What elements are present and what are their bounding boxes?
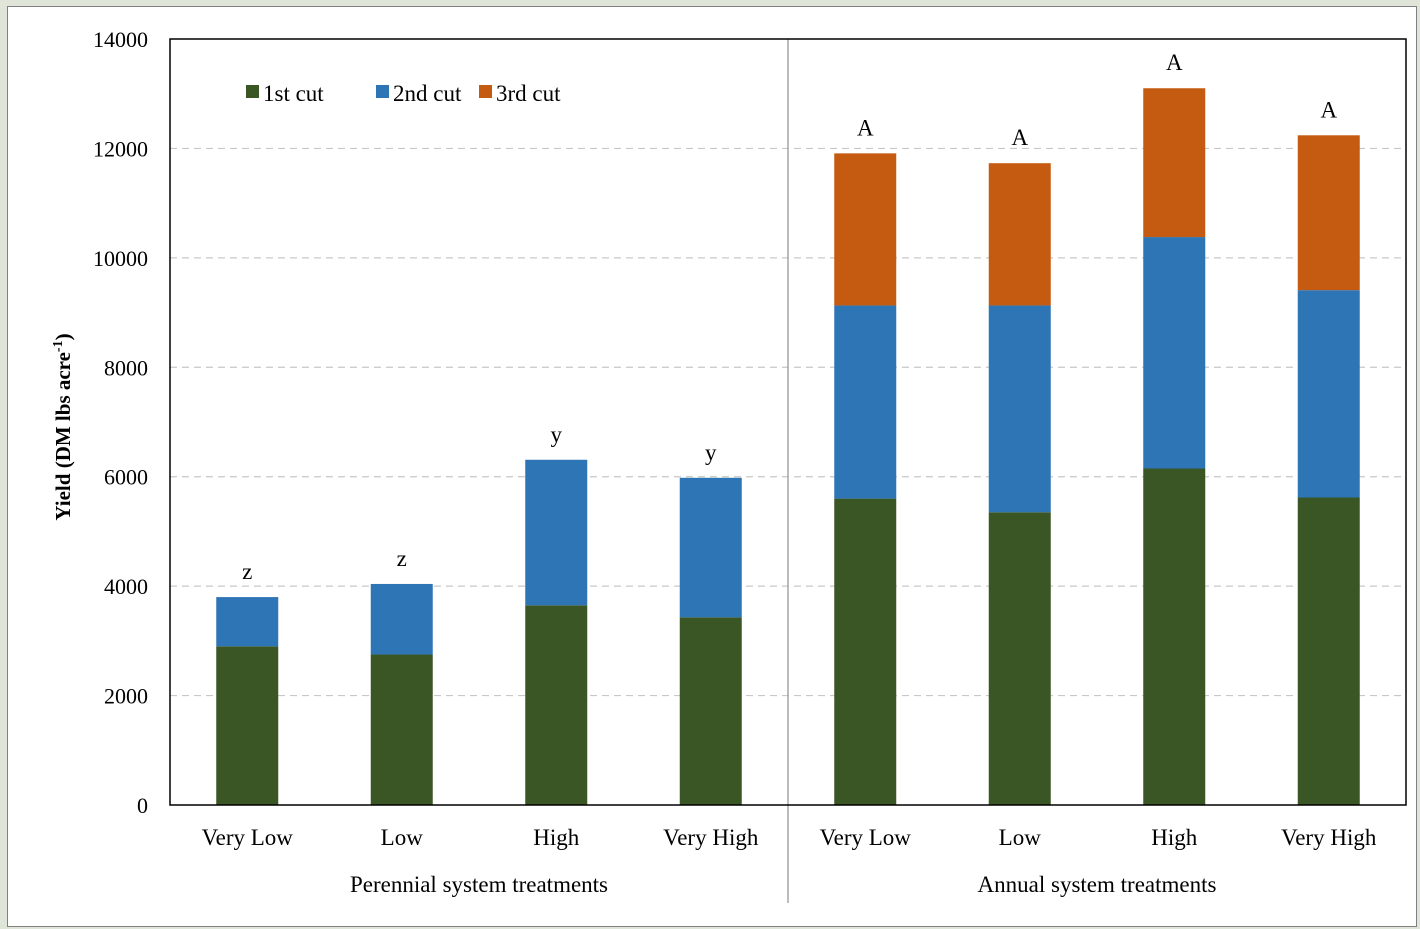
significance-letter: A bbox=[1166, 50, 1183, 75]
group-label: Perennial system treatments bbox=[350, 872, 608, 897]
axes bbox=[169, 38, 1407, 903]
legend-swatch bbox=[376, 85, 389, 98]
bar-1st-cut bbox=[834, 498, 897, 805]
bar-3rd-cut bbox=[988, 163, 1051, 306]
bar-2nd-cut bbox=[525, 459, 588, 606]
y-tick-label: 0 bbox=[137, 793, 148, 818]
significance-letter: A bbox=[857, 115, 874, 140]
legend-label: 2nd cut bbox=[393, 81, 462, 106]
labels: 0 2000 4000 6000 8000 10000 12000 14000 z Very Lo… bbox=[93, 27, 1377, 897]
significance-letter: y bbox=[551, 422, 563, 447]
significance-letter: z bbox=[397, 546, 407, 571]
x-tick-label: Low bbox=[381, 825, 424, 850]
x-tick-label: High bbox=[1151, 825, 1198, 850]
x-tick-label: Very Low bbox=[202, 825, 294, 850]
bars bbox=[216, 88, 1360, 805]
x-tick-label: Very High bbox=[1281, 825, 1377, 850]
legend-swatch bbox=[246, 85, 259, 98]
y-tick-label: 4000 bbox=[104, 574, 148, 599]
x-tick-label: High bbox=[533, 825, 580, 850]
significance-letter: A bbox=[1320, 97, 1337, 122]
bar-2nd-cut bbox=[988, 305, 1051, 513]
y-tick-label: 12000 bbox=[93, 136, 148, 161]
y-axis-label: Yield (DM lbs acre-1) bbox=[51, 333, 75, 520]
legend-swatch bbox=[479, 85, 492, 98]
bar-1st-cut bbox=[525, 605, 588, 805]
bar-3rd-cut bbox=[834, 153, 897, 306]
y-tick-label: 10000 bbox=[93, 246, 148, 271]
stacked-bar-chart: 0 2000 4000 6000 8000 10000 12000 14000 z Very Lo… bbox=[51, 27, 1407, 903]
significance-letter: z bbox=[242, 559, 252, 584]
legend-label: 1st cut bbox=[263, 81, 324, 106]
x-tick-label: Very Low bbox=[820, 825, 912, 850]
y-tick-label: 14000 bbox=[93, 27, 148, 52]
bar-3rd-cut bbox=[1297, 135, 1360, 291]
significance-letter: y bbox=[705, 440, 717, 465]
bar-2nd-cut bbox=[1297, 290, 1360, 498]
y-tick-label: 8000 bbox=[104, 355, 148, 380]
legend: 1st cut 2nd cut 3rd cut bbox=[246, 81, 561, 106]
group-label: Annual system treatments bbox=[978, 872, 1217, 897]
bar-2nd-cut bbox=[679, 477, 742, 618]
bar-2nd-cut bbox=[216, 597, 279, 647]
x-tick-label: Very High bbox=[663, 825, 759, 850]
legend-label: 3rd cut bbox=[496, 81, 561, 106]
bar-1st-cut bbox=[1143, 468, 1206, 805]
bar-1st-cut bbox=[679, 617, 742, 805]
plot-area-border bbox=[169, 38, 1407, 806]
y-tick-label: 6000 bbox=[104, 465, 148, 490]
bar-1st-cut bbox=[988, 512, 1051, 805]
bar-1st-cut bbox=[1297, 497, 1360, 805]
x-tick-label: Low bbox=[999, 825, 1042, 850]
bar-1st-cut bbox=[370, 654, 433, 805]
bar-2nd-cut bbox=[834, 305, 897, 499]
bar-2nd-cut bbox=[370, 583, 433, 655]
y-tick-label: 2000 bbox=[104, 684, 148, 709]
chart-frame: 0 2000 4000 6000 8000 10000 12000 14000 z Very Lo… bbox=[7, 6, 1417, 927]
bar-1st-cut bbox=[216, 646, 279, 805]
significance-letter: A bbox=[1011, 125, 1028, 150]
bar-2nd-cut bbox=[1143, 237, 1206, 469]
bar-3rd-cut bbox=[1143, 88, 1206, 238]
